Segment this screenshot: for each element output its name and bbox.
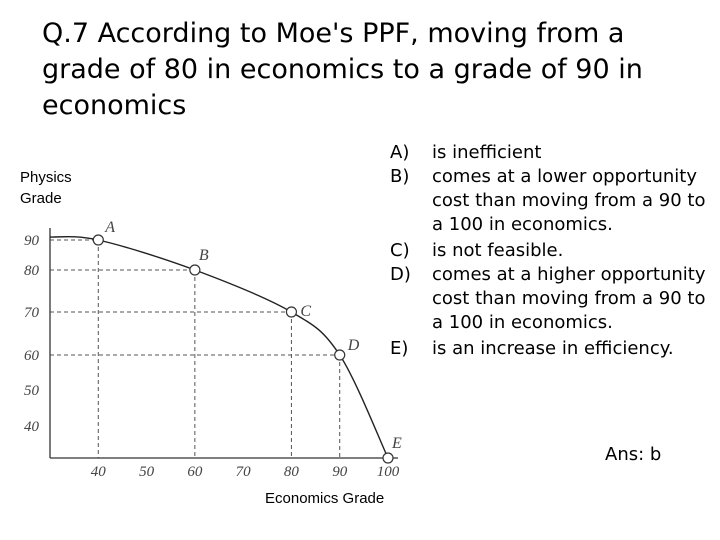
x-tick-40: 40 (91, 464, 107, 480)
point-c (285, 306, 298, 318)
x-tick-100: 100 (377, 464, 400, 480)
point-label-e: E (391, 435, 402, 452)
question-text: Q.7 According to Moe's PPF, moving from … (42, 18, 643, 121)
choice-text: is an increase in efficiency. (432, 338, 674, 359)
choice-letter: E) (390, 338, 409, 359)
choice-letter: A) (390, 142, 410, 163)
point-label-d: D (347, 337, 360, 354)
x-tick-50: 50 (139, 464, 155, 480)
choice-letter: D) (390, 264, 411, 285)
choice-text: is not feasible. (432, 240, 564, 261)
point-label-a: A (104, 219, 115, 236)
x-tick-70: 70 (236, 464, 252, 480)
choice-a: A) is inefficient (390, 141, 720, 165)
choice-b: B) comes at a lower opportunity cost than… (390, 165, 720, 237)
y-tick-70: 70 (24, 305, 40, 321)
choice-letter: B) (390, 166, 410, 187)
y-tick-80: 80 (24, 263, 40, 279)
x-tick-90: 90 (332, 464, 348, 480)
choice-letter: C) (390, 240, 410, 261)
ppf-points: A B C D E (92, 219, 402, 464)
x-axis-label: Economics Grade (265, 490, 385, 507)
choice-c: C) is not feasible. (390, 239, 720, 263)
choice-text: comes at a higher opportunity cost than … (432, 264, 706, 333)
answer-text: Ans: b (605, 444, 662, 465)
point-a (92, 234, 104, 246)
y-axis-label: Physics Grade (20, 167, 72, 209)
y-tick-40: 40 (24, 419, 40, 435)
choice-e: E) is an increase in efficiency. (390, 337, 720, 361)
y-tick-60: 60 (24, 348, 40, 364)
y-tick-labels: 90 80 70 60 50 40 (24, 233, 40, 435)
y-axis-label-line-1: Grade (20, 190, 62, 207)
choice-text: comes at a lower opportunity cost than m… (432, 166, 706, 235)
point-e (382, 452, 394, 464)
x-tick-labels: 40 50 60 70 80 90 100 (91, 464, 400, 480)
answer-choices: A) is inefficient B) comes at a lower oppor… (390, 141, 720, 361)
choice-d: D) comes at a higher opportunity cost tha… (390, 263, 720, 335)
x-tick-80: 80 (284, 464, 300, 480)
point-d (334, 349, 346, 361)
y-tick-50: 50 (24, 383, 40, 399)
point-label-c: C (300, 303, 311, 320)
x-tick-60: 60 (187, 464, 203, 480)
y-axis-label-line-0: Physics (20, 169, 72, 186)
y-tick-90: 90 (24, 233, 40, 249)
point-b (189, 264, 201, 276)
chart-axes (49, 228, 398, 459)
choice-text: is inefficient (432, 142, 542, 163)
guide-lines (50, 239, 341, 458)
point-label-b: B (199, 247, 209, 264)
